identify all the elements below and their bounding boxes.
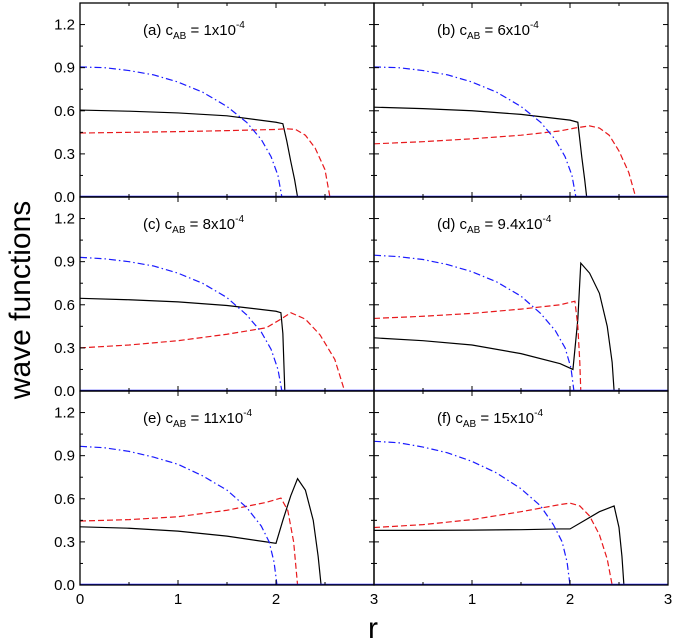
- series-line-solid: [80, 297, 286, 391]
- y-tick-label: 0.0: [54, 383, 75, 400]
- y-tick-label: 0.9: [54, 254, 75, 271]
- x-tick-label: 2: [566, 591, 574, 608]
- y-axis-title: wave functions: [4, 201, 37, 400]
- panel-e: 0.0 0.3 0.6 0.9 1.2 0 1 2 3 (e) cAB = 11x10-4: [54, 390, 378, 608]
- y-tick-label: 0.9: [54, 60, 75, 77]
- panel-d: (d) cAB = 9.4x10-4: [373, 196, 669, 392]
- series-line-solid: [374, 505, 625, 585]
- panel-label: (d) cAB = 9.4x10-4: [437, 214, 552, 236]
- series-line-dashdot: [374, 440, 571, 585]
- x-axis-title: r: [368, 612, 378, 642]
- y-tick-label: 0.6: [54, 103, 75, 120]
- y-tick-label: 0.6: [54, 491, 75, 508]
- x-tick-label: 3: [664, 591, 672, 608]
- y-tick-label: 0.3: [54, 534, 75, 551]
- series-line-dashed: [80, 311, 346, 391]
- x-tick-label: 1: [174, 591, 182, 608]
- series-line-dashdot: [80, 445, 278, 585]
- series-line-dashed: [374, 125, 637, 197]
- series-line-dashed: [374, 300, 582, 391]
- panel-f: 1 2 3 (f) cAB = 15x10-4: [373, 390, 672, 608]
- y-tick-label: 0.0: [54, 189, 75, 206]
- y-tick-label: 0.6: [54, 297, 75, 314]
- panel-label: (e) cAB = 11x10-4: [143, 408, 253, 430]
- series-line-solid: [80, 109, 299, 197]
- series-line-solid: [374, 106, 588, 197]
- y-tick-label: 0.0: [54, 577, 75, 594]
- series-line-dashed: [80, 128, 331, 197]
- y-tick-label: 1.2: [54, 211, 75, 228]
- panel-label: (b) cAB = 6x10-4: [437, 20, 539, 42]
- series-line-dashdot: [80, 66, 283, 197]
- panel-a: 0.0 0.3 0.6 0.9 1.2 (a) cAB = 1x10-4: [54, 2, 375, 206]
- x-tick-label: 3: [370, 591, 378, 608]
- y-tick-label: 0.3: [54, 146, 75, 163]
- series-line-dashed: [80, 497, 299, 585]
- panel-label: (f) cAB = 15x10-4: [437, 408, 543, 430]
- series-line-solid: [80, 477, 322, 585]
- series-line-dashdot: [80, 256, 283, 391]
- x-tick-label: 2: [272, 591, 280, 608]
- series-line-dashdot: [374, 254, 575, 391]
- panel-label: (a) cAB = 1x10-4: [143, 20, 245, 42]
- series-line-solid: [374, 261, 615, 391]
- x-tick-label: 0: [76, 591, 84, 608]
- panel-label: (c) cAB = 8x10-4: [143, 214, 244, 236]
- y-tick-label: 0.9: [54, 448, 75, 465]
- y-tick-label: 1.2: [54, 405, 75, 422]
- series-line-dashdot: [374, 66, 577, 197]
- series-line-dashed: [374, 502, 613, 585]
- y-tick-label: 0.3: [54, 340, 75, 357]
- x-tick-label: 1: [468, 591, 476, 608]
- panel-c: 0.0 0.3 0.6 0.9 1.2 (c) cAB = 8x10-4: [54, 196, 375, 400]
- y-tick-label: 1.2: [54, 17, 75, 34]
- panels-group: 0.0 0.3 0.6 0.9 1.2 (a) cAB = 1x10-4 (b) cAB =…: [54, 2, 672, 608]
- panel-b: (b) cAB = 6x10-4: [373, 2, 669, 198]
